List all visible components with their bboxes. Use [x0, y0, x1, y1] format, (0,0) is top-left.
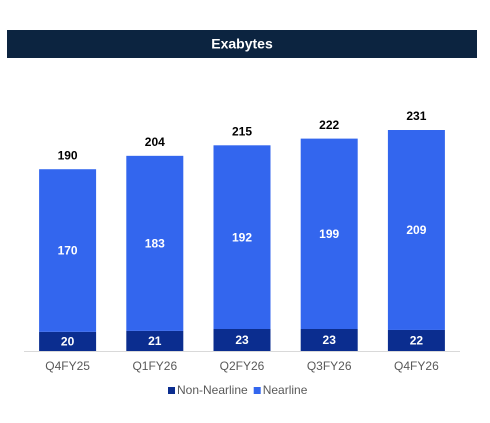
x-tick-label: Q1FY26 [132, 359, 177, 373]
total-label: 222 [319, 118, 339, 132]
bar-segment [213, 145, 271, 329]
bar-segment [387, 130, 445, 330]
legend-marker [253, 387, 261, 394]
total-label: 215 [232, 124, 252, 138]
value-label: 22 [410, 334, 424, 348]
value-label: 170 [58, 244, 78, 258]
x-tick-label: Q3FY26 [307, 359, 352, 373]
x-tick-label: Q4FY25 [45, 359, 90, 373]
bar-segment [126, 155, 184, 331]
title-bar [7, 30, 477, 58]
value-label: 192 [232, 230, 252, 244]
value-label: 199 [319, 227, 339, 241]
bar-segment [300, 138, 358, 329]
x-tick-label: Q4FY26 [394, 359, 439, 373]
value-label: 183 [145, 237, 165, 251]
bar-segment [126, 330, 184, 351]
chart-title: Exabytes [211, 36, 273, 52]
bar-segment [300, 328, 358, 351]
bar-segment [387, 329, 445, 351]
legend-label: Nearline [263, 383, 308, 397]
x-tick-label: Q2FY26 [220, 359, 265, 373]
total-label: 204 [145, 135, 165, 149]
bar-segment [39, 331, 97, 351]
total-label: 231 [406, 109, 426, 123]
legend-label: Non-Nearline [177, 383, 248, 397]
value-label: 20 [61, 335, 75, 349]
value-label: 23 [235, 333, 249, 347]
value-label: 23 [323, 333, 337, 347]
value-label: 209 [406, 223, 426, 237]
bar-segment [39, 169, 97, 332]
legend-marker [168, 387, 175, 394]
value-label: 21 [148, 334, 162, 348]
bar-segment [213, 328, 271, 351]
total-label: 190 [58, 148, 78, 162]
